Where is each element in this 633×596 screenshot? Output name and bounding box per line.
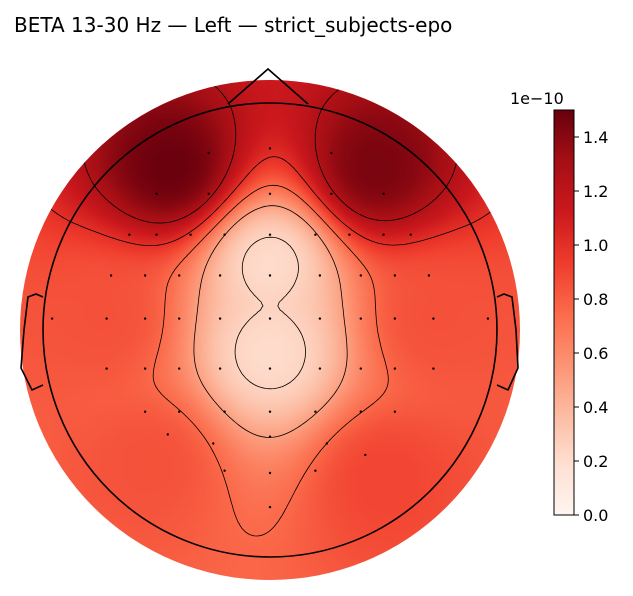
chart-title: BETA 13-30 Hz — Left — strict_subjects-e… <box>14 13 452 37</box>
sensor-dot <box>486 317 490 320</box>
colorbar-tick-label: 0.4 <box>583 398 608 417</box>
sensor-dot <box>223 233 226 236</box>
sensor-dot <box>155 192 158 195</box>
sensor-dot <box>268 192 272 195</box>
sensor-dot <box>359 367 362 370</box>
sensor-dot <box>382 192 385 195</box>
sensor-dot <box>128 233 131 236</box>
sensor-dot <box>393 274 397 277</box>
sensor-dot <box>207 151 210 155</box>
sensor-dot <box>218 367 222 370</box>
sensor-dot <box>212 442 215 445</box>
sensor-dot <box>427 274 431 277</box>
sensor-dot <box>268 274 272 277</box>
sensor-dot <box>143 274 147 277</box>
sensor-dot <box>432 317 435 320</box>
sensor-dot <box>143 317 147 320</box>
sensor-dot <box>178 410 181 413</box>
colorbar-tick-label: 0.2 <box>583 452 608 471</box>
sensor-dot <box>268 471 272 475</box>
sensor-dot <box>382 233 385 236</box>
sensor-dot <box>330 192 333 195</box>
head-outline <box>20 67 519 558</box>
topomap-heatmap <box>20 80 520 580</box>
sensor-dot <box>325 442 328 445</box>
sensor-dot <box>393 410 397 413</box>
sensor-dot <box>268 410 272 413</box>
colorbar-gradient <box>553 109 575 516</box>
sensor-dot <box>166 433 169 436</box>
sensor-dot <box>178 274 181 277</box>
colorbar-ticks: 0.0 0.2 0.4 0.6 0.8 1.0 1.2 1.4 <box>574 128 608 525</box>
sensor-dot <box>393 367 397 370</box>
sensor-dot <box>155 233 158 236</box>
sensor-dot <box>178 367 181 370</box>
head-circle <box>42 102 498 558</box>
sensor-dot <box>105 367 108 370</box>
sensor-dot <box>318 317 322 320</box>
sensor-dot <box>143 367 147 370</box>
sensor-dot <box>50 317 54 320</box>
sensor-dot <box>218 274 222 277</box>
sensor-dot <box>318 367 322 370</box>
sensor-dot <box>359 317 362 320</box>
colorbar-tick-label: 0.0 <box>583 506 608 525</box>
sensor-dot <box>314 233 317 236</box>
sensor-dot <box>409 233 412 236</box>
sensor-dot <box>268 505 272 509</box>
sensor-markers <box>50 147 490 509</box>
sensor-dot <box>223 469 226 472</box>
contour-line <box>234 236 306 390</box>
sensor-dot <box>189 233 192 236</box>
contour-line <box>152 184 389 537</box>
sensor-dot <box>359 410 362 413</box>
left-ear-outline <box>20 293 44 392</box>
sensor-dot <box>359 274 362 277</box>
sensor-dot <box>105 317 108 320</box>
sensor-dot <box>318 274 322 277</box>
contour-line <box>193 205 348 438</box>
sensor-dot <box>268 367 272 370</box>
topomap-area <box>20 80 520 580</box>
colorbar: 1e−10 0.0 0.2 0.4 0.6 0.8 1.0 1.2 1.4 <box>510 89 608 525</box>
sensor-dot <box>348 233 351 236</box>
colorbar-scale-offset: 1e−10 <box>510 89 564 108</box>
colorbar-tick-label: 1.2 <box>583 182 608 201</box>
sensor-dot <box>330 151 333 155</box>
sensor-dot <box>223 410 226 413</box>
sensor-dot <box>143 410 147 413</box>
colorbar-tick-label: 1.0 <box>583 236 608 255</box>
sensor-dot <box>268 147 272 150</box>
colorbar-tick-label: 1.4 <box>583 128 608 147</box>
colorbar-tick-label: 0.6 <box>583 344 608 363</box>
sensor-dot <box>218 317 222 320</box>
sensor-dot <box>268 435 272 438</box>
sensor-dot <box>178 317 181 320</box>
sensor-dot <box>109 274 113 277</box>
sensor-dot <box>314 469 317 472</box>
sensor-dot <box>268 317 272 320</box>
sensor-dot <box>314 410 317 413</box>
sensor-dot <box>393 317 397 320</box>
sensor-dot <box>207 192 210 195</box>
nose-outline <box>227 67 309 105</box>
sensor-dot <box>268 233 272 236</box>
sensor-dot <box>364 453 367 457</box>
right-ear-outline <box>496 293 519 392</box>
contour-lines <box>21 81 519 537</box>
sensor-dot <box>432 367 435 370</box>
colorbar-tick-label: 0.8 <box>583 290 608 309</box>
